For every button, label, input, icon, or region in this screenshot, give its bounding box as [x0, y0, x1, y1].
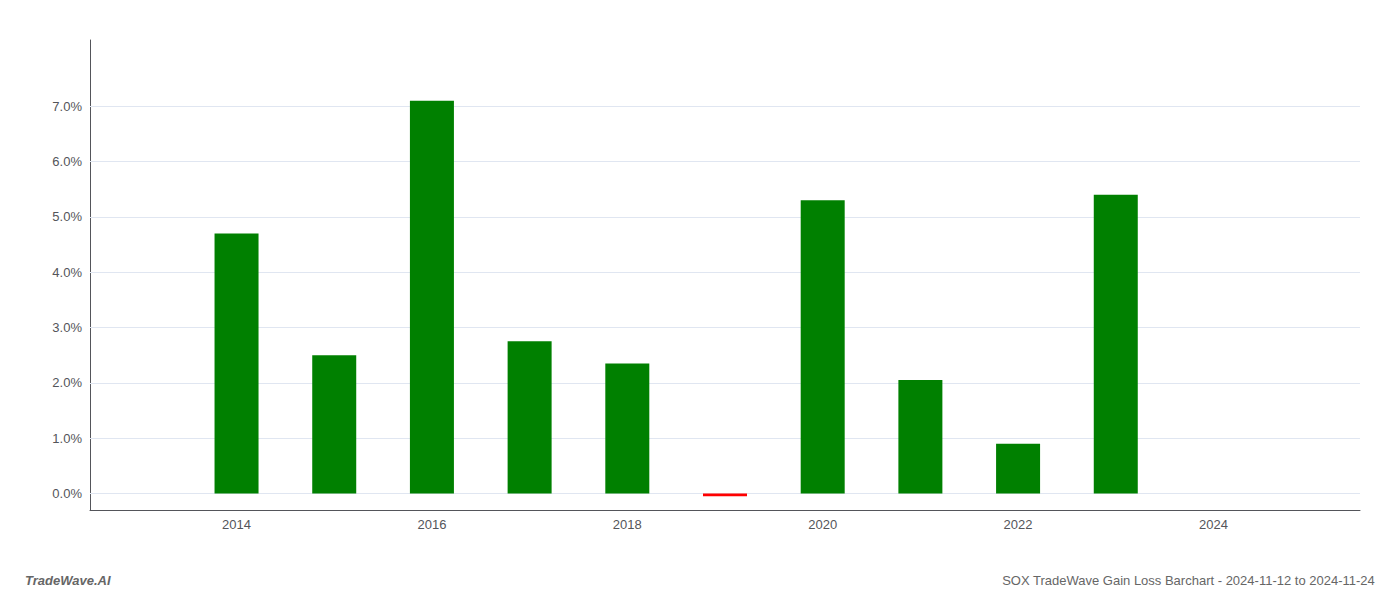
svg-text:2024: 2024	[1199, 517, 1228, 532]
svg-text:4.0%: 4.0%	[52, 265, 82, 280]
svg-text:3.0%: 3.0%	[52, 320, 82, 335]
svg-text:2022: 2022	[1004, 517, 1033, 532]
svg-text:2016: 2016	[417, 517, 446, 532]
svg-text:1.0%: 1.0%	[52, 431, 82, 446]
svg-text:0.0%: 0.0%	[52, 486, 82, 501]
svg-text:7.0%: 7.0%	[52, 99, 82, 114]
svg-text:2020: 2020	[808, 517, 837, 532]
svg-text:6.0%: 6.0%	[52, 154, 82, 169]
svg-text:SOX TradeWave Gain Loss Barcha: SOX TradeWave Gain Loss Barchart - 2024-…	[1002, 573, 1375, 588]
svg-text:2018: 2018	[613, 517, 642, 532]
svg-text:2014: 2014	[222, 517, 251, 532]
svg-text:5.0%: 5.0%	[52, 209, 82, 224]
svg-text:TradeWave.AI: TradeWave.AI	[25, 573, 111, 588]
svg-text:2.0%: 2.0%	[52, 375, 82, 390]
